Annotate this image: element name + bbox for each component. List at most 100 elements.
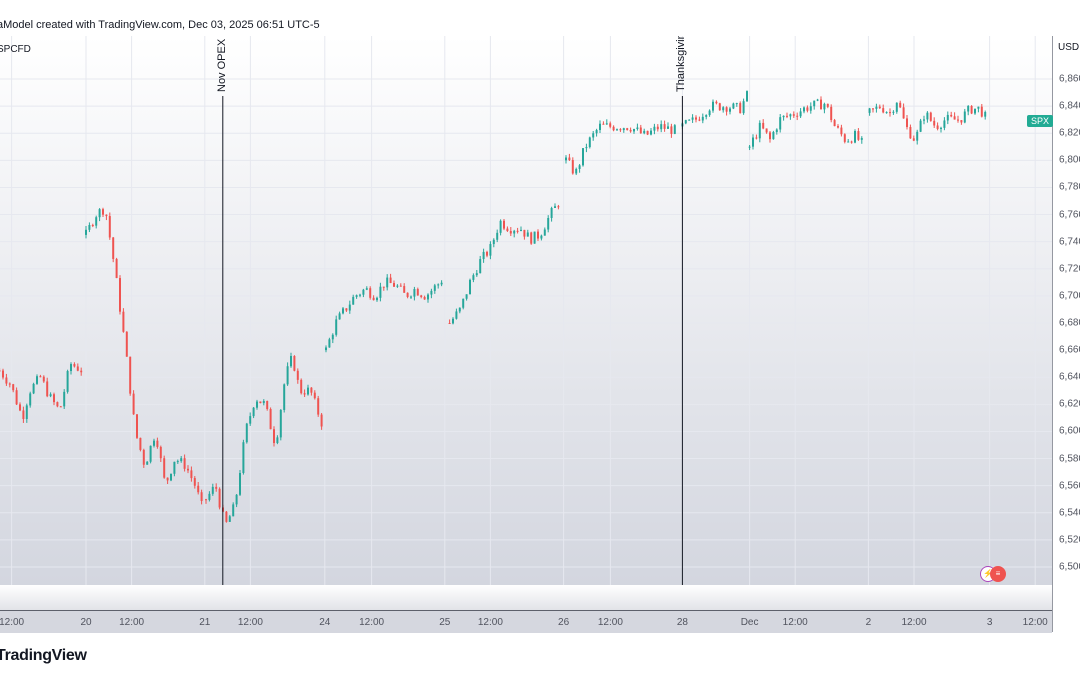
candle-body (32, 383, 35, 394)
candle-body (503, 220, 505, 229)
candle-body (516, 230, 519, 232)
candle-body (592, 133, 595, 138)
candle-body (673, 125, 676, 134)
candle-body (2, 370, 4, 378)
candle-body (63, 391, 66, 407)
candle-body (88, 225, 91, 230)
candle-body (565, 157, 567, 161)
candle-body (953, 116, 956, 120)
candle-body (746, 91, 748, 102)
candle-body (667, 126, 669, 129)
time-tick-label: 28 (676, 617, 688, 628)
candle-body (320, 414, 323, 427)
candle-body (980, 106, 983, 117)
candle-body (762, 122, 765, 129)
price-tick-label: 6,780 (1059, 181, 1080, 193)
time-tick-label: 26 (558, 617, 570, 628)
candle-body (796, 115, 799, 117)
candle-body (125, 331, 128, 357)
candle-body (362, 289, 365, 295)
us-flag-icon[interactable]: ≡ (990, 566, 1006, 582)
candle-body (520, 229, 522, 231)
candle-body (462, 298, 465, 308)
candle-body (406, 292, 409, 297)
currency-label[interactable]: USD (1058, 42, 1080, 53)
price-chart-area[interactable]: SPCFD Nov OPEX Thanksgiving (0, 36, 1052, 585)
time-tick-label: 12:00 (597, 617, 623, 628)
candle-body (916, 131, 919, 141)
candle-body (735, 103, 738, 105)
candle-body (698, 119, 701, 121)
candle-body (725, 107, 728, 112)
candle-body (940, 127, 942, 129)
time-axis[interactable]: 12:00 20 12:00 21 12:00 24 12:00 25 12:00 26 12:00… (0, 610, 1052, 633)
candle-body (348, 304, 351, 311)
candle-body (22, 410, 25, 420)
candle-body (847, 141, 850, 143)
candle-body (19, 404, 21, 411)
candle-body (691, 117, 694, 120)
candle-body (854, 131, 856, 143)
candle-body (129, 356, 132, 394)
price-axis[interactable]: 6,860 6,840 6,820 6,800 6,780 6,760 6,740 6,720… (1052, 36, 1080, 632)
price-tick-label: 6,540 (1059, 507, 1080, 519)
candle-body (540, 235, 543, 239)
candle-body (722, 107, 725, 111)
candle-body (885, 112, 888, 114)
candle-body (926, 112, 929, 120)
candle-body (256, 401, 258, 408)
candle-body (755, 137, 758, 139)
time-tick-label: 12:00 (359, 617, 385, 628)
candle-body (860, 138, 863, 140)
candle-body (42, 376, 45, 382)
candle-body (595, 130, 598, 134)
price-tick-label: 6,620 (1059, 398, 1080, 410)
candle-body (571, 160, 574, 174)
symbol-label: SPCFD (0, 44, 31, 55)
candle-body (670, 126, 673, 134)
candle-body (122, 311, 125, 332)
candle-body (475, 273, 478, 276)
candle-body (786, 115, 788, 117)
candle-body (789, 114, 792, 117)
candle-body (205, 499, 207, 501)
candle-body (830, 106, 833, 121)
candle-body (423, 296, 426, 300)
candle-body (12, 384, 15, 391)
candle-body (455, 311, 458, 319)
candle-body (153, 440, 155, 446)
candle-body (929, 112, 932, 121)
candle-body (465, 294, 468, 299)
candle-body (149, 445, 152, 462)
candle-body (36, 376, 38, 384)
candle-body (163, 458, 166, 478)
candle-body (656, 126, 659, 130)
time-tick-label: 12:00 (901, 617, 927, 628)
candle-body (957, 119, 959, 121)
candle-body (228, 516, 231, 522)
candle-body (489, 244, 492, 256)
candle-body (909, 127, 912, 139)
time-tick-label: 20 (80, 617, 92, 628)
candle-body (752, 137, 754, 147)
candle-body (266, 401, 269, 410)
candle-body (868, 108, 871, 113)
tradingview-logo[interactable]: TradingView (0, 647, 87, 664)
time-tick-label: 12:00 (119, 617, 145, 628)
candle-body (49, 394, 52, 397)
candle-body (585, 147, 588, 149)
candle-body (499, 220, 502, 233)
time-scale-gap (0, 585, 1080, 610)
candle-body (609, 123, 612, 127)
candle-body (239, 473, 241, 495)
candle-body (684, 120, 687, 124)
candle-body (602, 123, 605, 125)
candle-body (416, 289, 419, 296)
time-tick-label: Dec (740, 617, 759, 628)
candle-body (820, 99, 822, 110)
candle-body (293, 356, 296, 371)
candle-body (76, 366, 79, 371)
candle-body (650, 130, 652, 135)
candle-body (636, 127, 639, 130)
candle-body (166, 477, 169, 481)
